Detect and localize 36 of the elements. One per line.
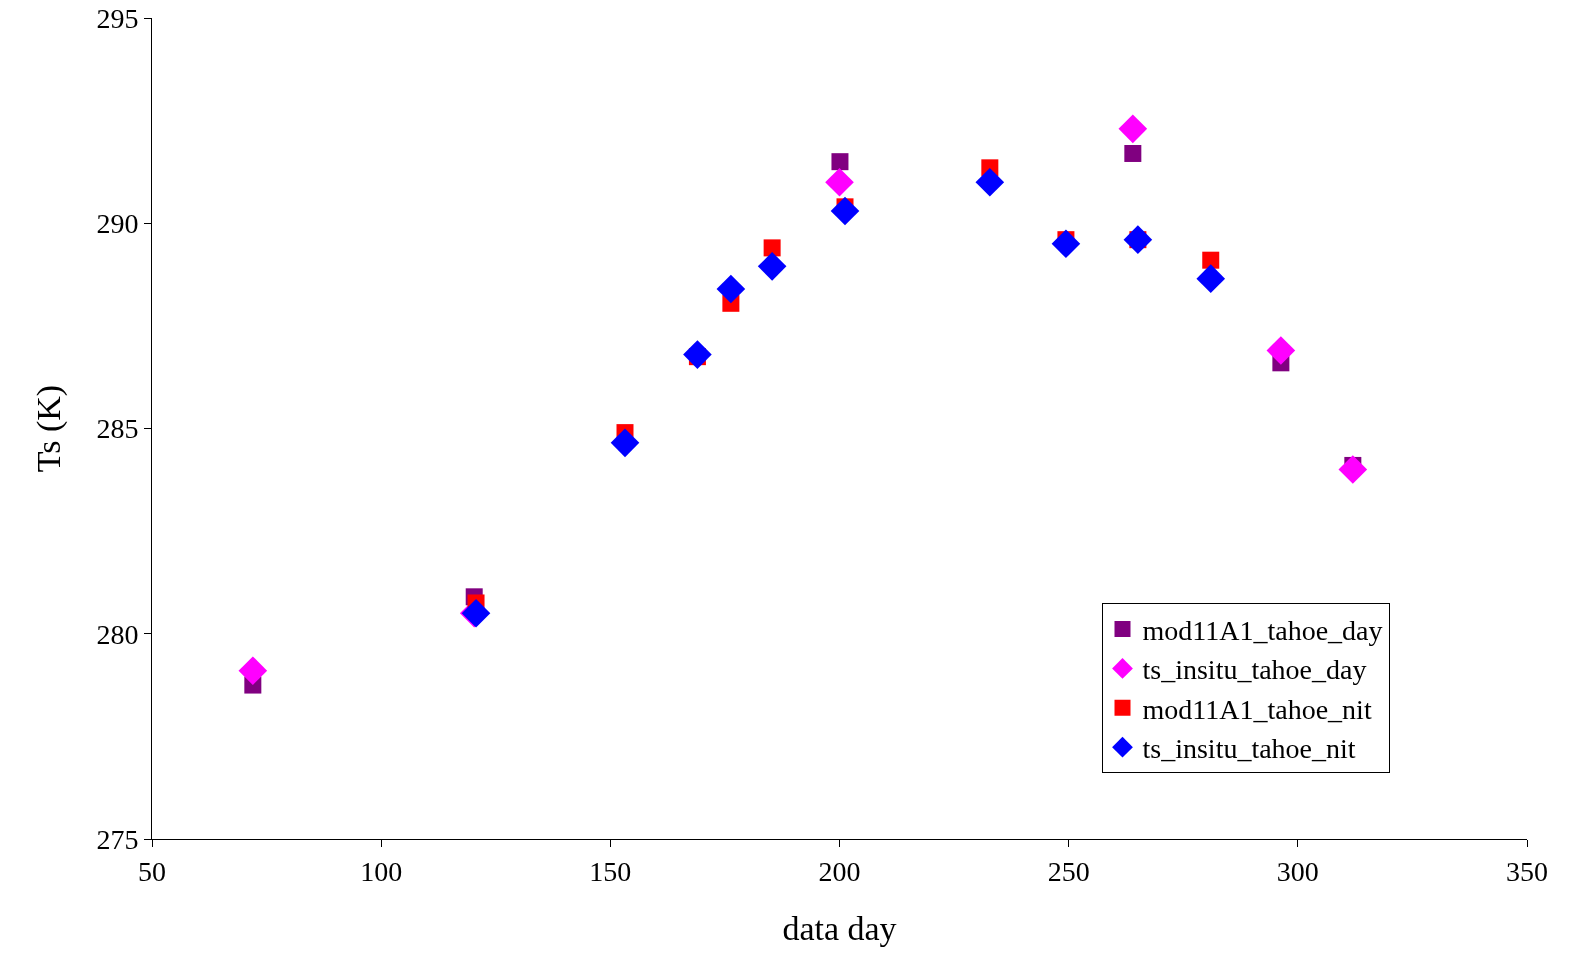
point bbox=[763, 239, 781, 257]
y-tick-label: 275 bbox=[96, 823, 139, 855]
point bbox=[975, 167, 1005, 197]
point bbox=[1338, 455, 1368, 484]
y-tick-label: 280 bbox=[96, 618, 139, 650]
point bbox=[610, 428, 640, 458]
x-axis-title: data day bbox=[782, 909, 897, 947]
point bbox=[830, 196, 860, 226]
point bbox=[1051, 229, 1081, 259]
point bbox=[831, 153, 849, 171]
x-tick-label: 250 bbox=[1047, 855, 1090, 887]
x-tick-label: 100 bbox=[360, 855, 403, 887]
x-tick-label: 350 bbox=[1506, 855, 1548, 887]
point bbox=[683, 340, 712, 369]
legend-label: ts_insitu_tahoe_day bbox=[1142, 654, 1367, 686]
point bbox=[1266, 336, 1296, 365]
y-tick-label: 295 bbox=[96, 2, 139, 34]
x-tick-label: 50 bbox=[138, 855, 166, 887]
x-tick-label: 150 bbox=[589, 855, 632, 887]
y-tick-label: 285 bbox=[96, 413, 139, 445]
point bbox=[1118, 114, 1148, 144]
point bbox=[238, 656, 268, 685]
point bbox=[757, 252, 787, 281]
y-axis-title: Ts (K) bbox=[30, 384, 68, 473]
point bbox=[1123, 225, 1153, 254]
point bbox=[716, 274, 746, 304]
legend-label: ts_insitu_tahoe_nit bbox=[1142, 733, 1356, 765]
legend-label: mod11A1_tahoe_nit bbox=[1142, 693, 1372, 725]
x-tick-label: 300 bbox=[1276, 855, 1319, 887]
legend-label: mod11A1_tahoe_day bbox=[1142, 614, 1383, 646]
y-tick-label: 290 bbox=[96, 208, 139, 240]
x-tick-label: 200 bbox=[818, 855, 861, 887]
point bbox=[1124, 144, 1142, 162]
point bbox=[825, 167, 854, 197]
point bbox=[1196, 264, 1226, 293]
point bbox=[1202, 251, 1220, 269]
